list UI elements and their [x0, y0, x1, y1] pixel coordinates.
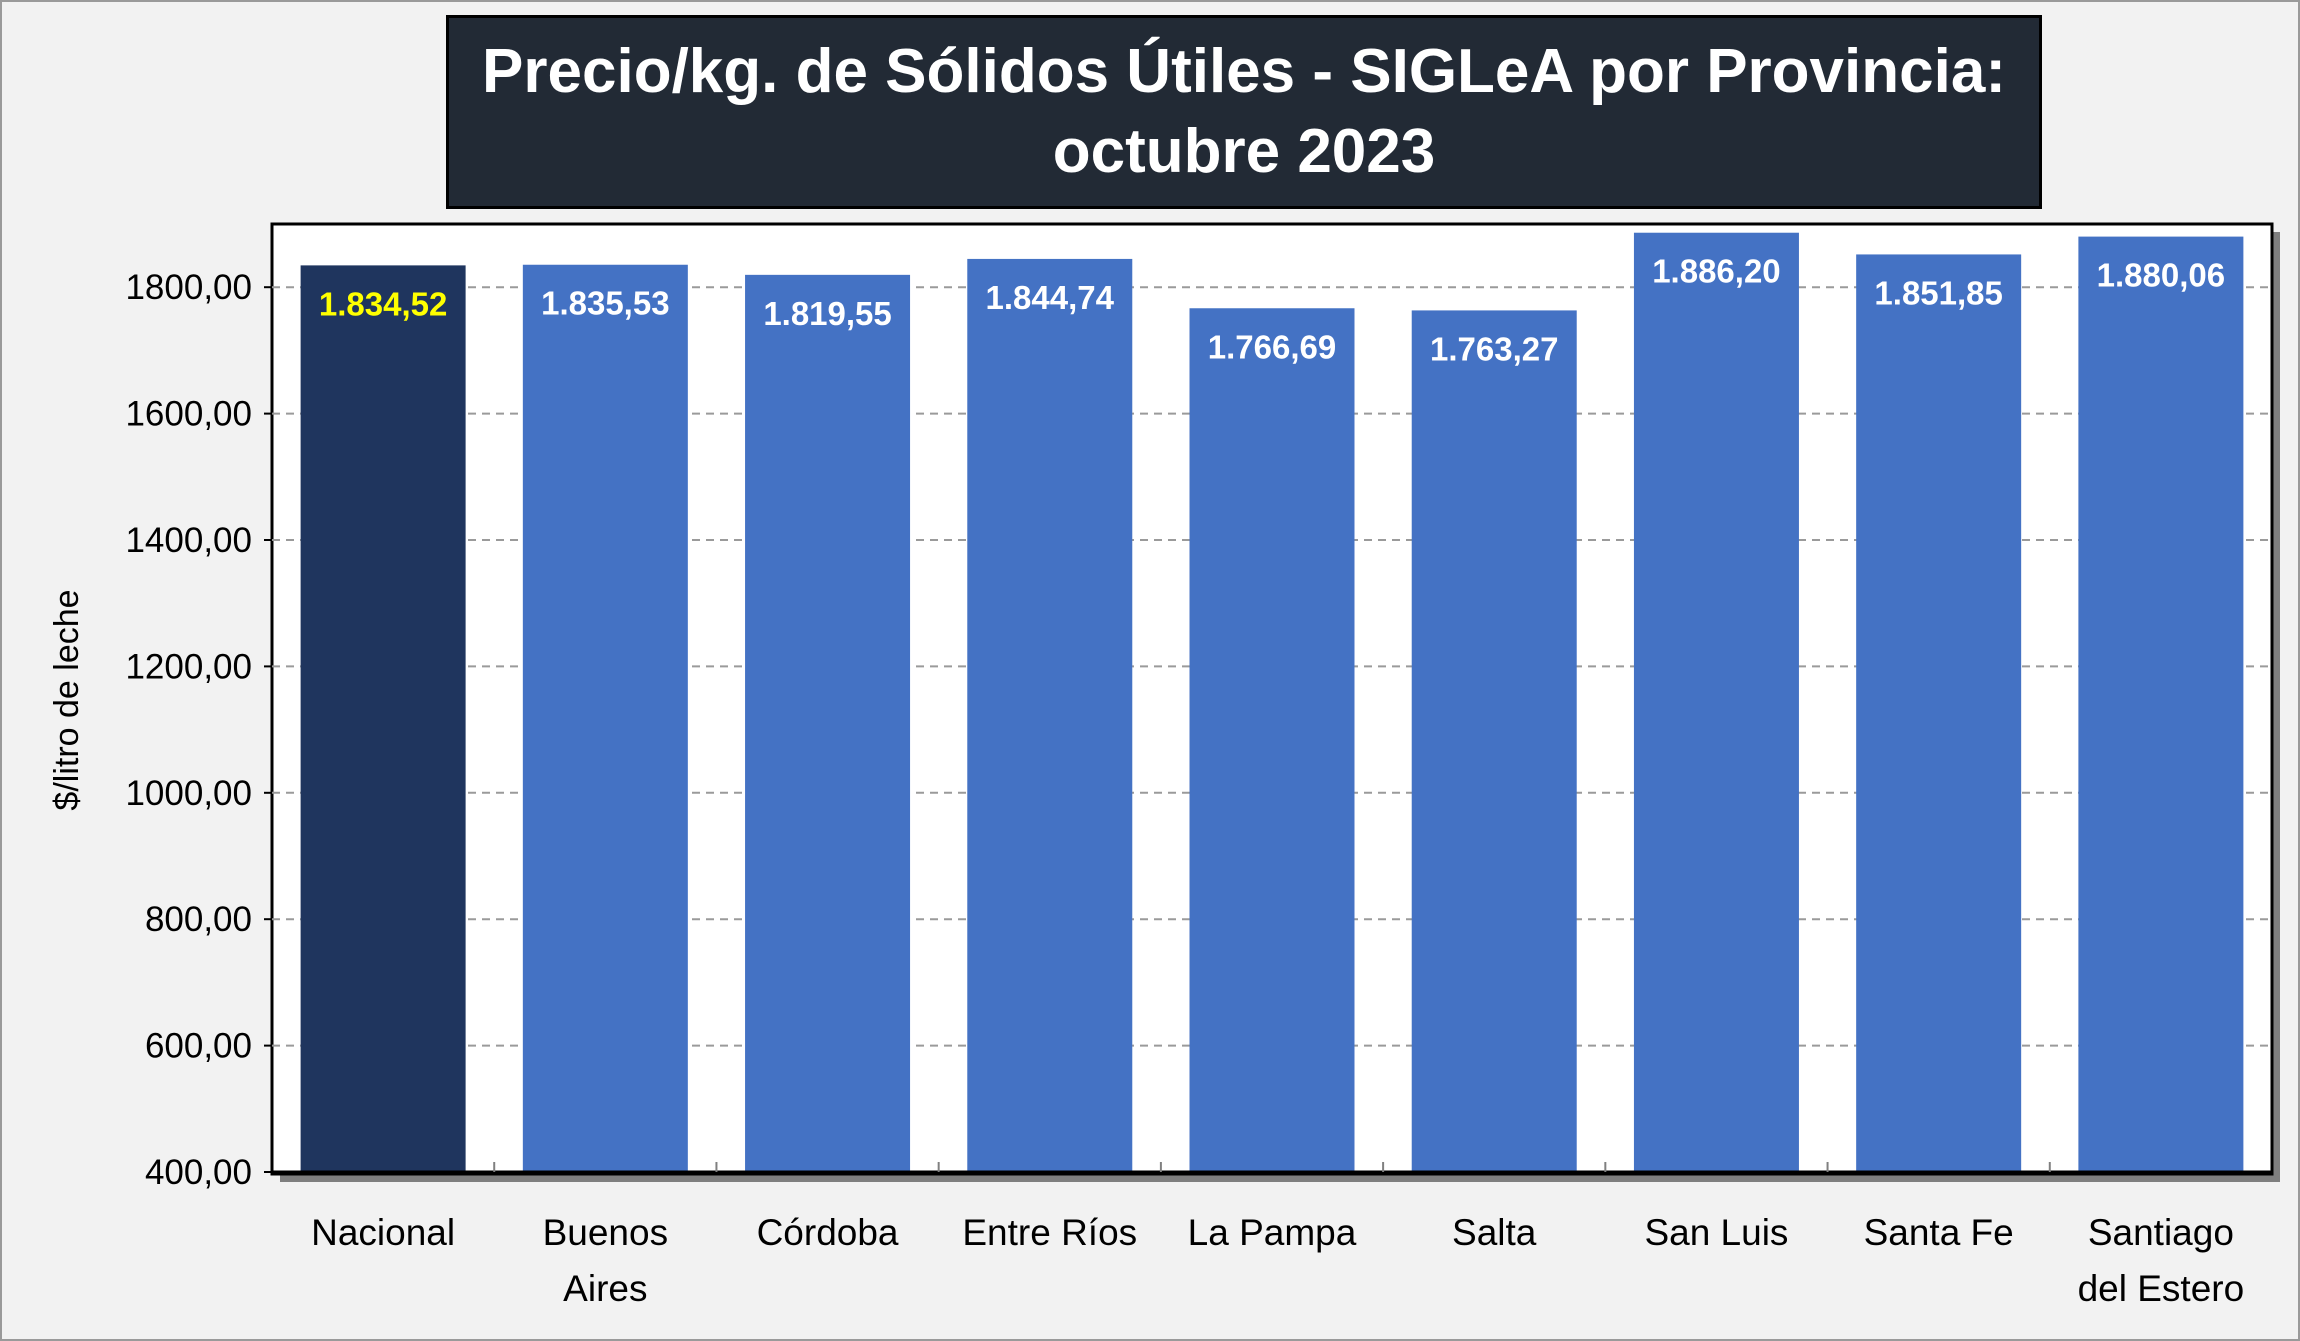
x-axis-categories: Nacional Buenos Aires Córdoba Entre Ríos La P…: [311, 1162, 2244, 1309]
x-category-label: Nacional: [311, 1212, 455, 1253]
x-category-label: Córdoba: [757, 1212, 899, 1253]
x-category-label: Salta: [1452, 1212, 1537, 1253]
bar: [967, 258, 1133, 1172]
x-category-label: San Luis: [1644, 1212, 1788, 1253]
x-category-label: Aires: [563, 1268, 647, 1309]
bar-value-label: 1.835,53: [541, 285, 669, 322]
y-tick-label: 1400,00: [125, 521, 252, 560]
x-category-label: del Estero: [2078, 1268, 2245, 1309]
bar: [522, 264, 688, 1173]
bar-value-label: 1.844,74: [986, 279, 1115, 316]
y-tick-label: 1600,00: [125, 395, 252, 434]
x-category-label: Entre Ríos: [962, 1212, 1137, 1253]
x-category-label: Santiago: [2088, 1212, 2234, 1253]
chart-title-line-1: Precio/kg. de Sólidos Útiles - SIGLeA po…: [482, 37, 2006, 106]
bar: [1856, 254, 2022, 1173]
y-tick-label: 1000,00: [125, 774, 252, 813]
chart-title-line-2: octubre 2023: [1052, 117, 1436, 186]
bar: [1411, 310, 1577, 1173]
y-axis-label: $/litro de leche: [48, 589, 86, 810]
bars: 1.834,52 1.835,53 1.819,55 1.844,74 1.766,69…: [300, 232, 2244, 1173]
bar-value-label: 1.834,52: [319, 285, 447, 322]
bar-value-label: 1.766,69: [1208, 328, 1336, 365]
bar: [2078, 236, 2244, 1173]
x-category-label: Buenos: [543, 1212, 669, 1253]
y-tick-label: 1200,00: [125, 647, 252, 686]
bar-value-label: 1.880,06: [2097, 257, 2225, 294]
chart-title: Precio/kg. de Sólidos Útiles - SIGLeA po…: [446, 15, 2042, 209]
y-tick-label: 1800,00: [125, 268, 252, 307]
x-category-label: La Pampa: [1188, 1212, 1357, 1253]
bar: [300, 265, 466, 1172]
y-tick-label: 400,00: [145, 1153, 252, 1192]
bar-value-label: 1.763,27: [1430, 330, 1558, 367]
bar: [745, 274, 911, 1173]
x-category-label: Santa Fe: [1864, 1212, 2014, 1253]
bar: [1189, 308, 1355, 1172]
y-tick-label: 800,00: [145, 900, 252, 939]
bar: [1633, 232, 1799, 1172]
bar-value-label: 1.851,85: [1874, 274, 2002, 311]
y-tick-label: 600,00: [145, 1027, 252, 1066]
bar-value-label: 1.819,55: [763, 295, 891, 332]
y-axis-ticks: 400,00 600,00 800,00 1000,00 1200,00 1400,00 1…: [125, 268, 2272, 1192]
bar-value-label: 1.886,20: [1652, 253, 1780, 290]
